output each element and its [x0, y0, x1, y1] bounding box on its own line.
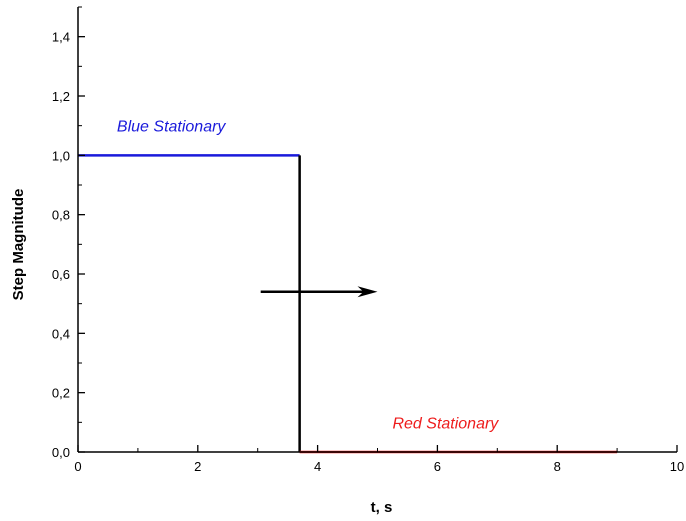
x-axis-title: t, s [371, 499, 393, 516]
x-tick-label: 0 [74, 459, 81, 474]
y-tick-label: 1,0 [52, 148, 70, 163]
x-tick-label: 6 [434, 459, 441, 474]
y-tick-label: 1,4 [52, 30, 70, 45]
annotation-label: Blue Stationary [117, 119, 227, 136]
x-tick-label: 8 [554, 459, 561, 474]
annotations: Blue Stationary Red Stationary [117, 119, 499, 433]
plot-lines [78, 154, 618, 454]
x-tick-label: 4 [314, 459, 321, 474]
annotation-label: Red Stationary [392, 415, 499, 432]
x-tick-label: 10 [670, 459, 684, 474]
y-tick-label: 0,8 [52, 208, 70, 223]
y-tick-label: 0,6 [52, 267, 70, 282]
y-tick-label: 0,0 [52, 445, 70, 460]
y-tick-label: 0,4 [52, 326, 70, 341]
arrow-head [357, 286, 378, 298]
ticks: 0,0 0,2 0,4 0,6 0,8 1,0 1,2 1,4 0 2 4 6 8 10 [52, 6, 684, 474]
y-axis-title: Step Magnitude [10, 189, 27, 301]
y-tick-label: 1,2 [52, 89, 70, 104]
y-tick-label: 0,2 [52, 386, 70, 401]
x-tick-label: 2 [194, 459, 201, 474]
axes [77, 7, 677, 453]
